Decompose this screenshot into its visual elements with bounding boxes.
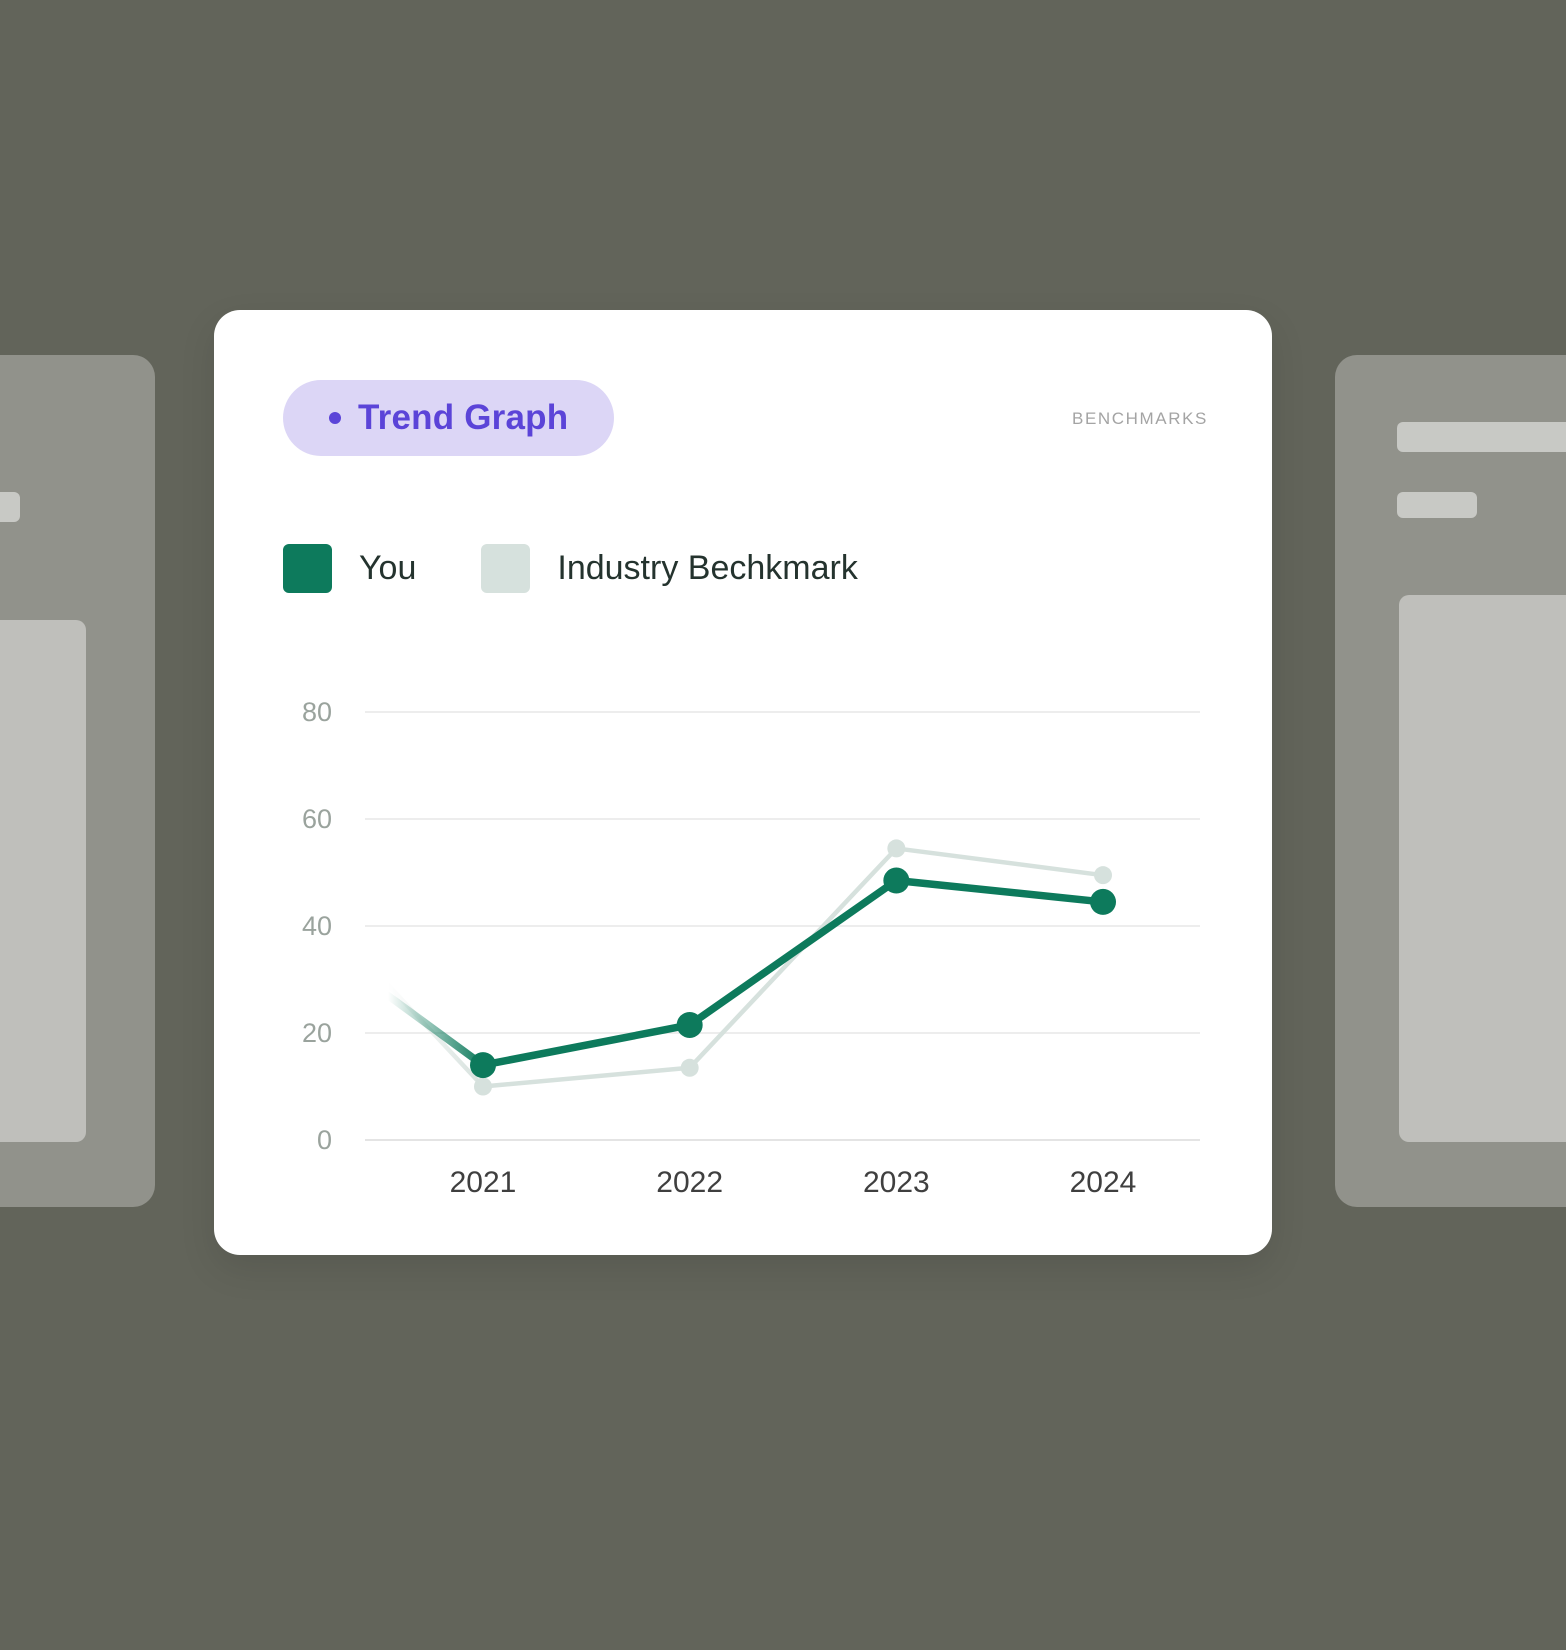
svg-text:2024: 2024 xyxy=(1070,1166,1137,1199)
trend-line-chart: 0 20 40 60 80 2021 2022 2023 2024 xyxy=(302,697,1200,1199)
legend-swatch-you xyxy=(283,544,332,593)
svg-text:2023: 2023 xyxy=(863,1166,930,1199)
legend-label-you: You xyxy=(359,549,417,587)
background-bar-left xyxy=(0,492,20,522)
svg-text:80: 80 xyxy=(302,697,332,727)
legend: You Industry Bechkmark xyxy=(283,544,858,593)
badge-label: Trend Graph xyxy=(358,398,569,437)
svg-text:40: 40 xyxy=(302,911,332,941)
background-block-left xyxy=(0,620,86,1142)
background-bar-right-small xyxy=(1397,492,1477,518)
chart-area: 0 20 40 60 80 2021 2022 2023 2024 xyxy=(214,680,1272,1240)
bullet-icon xyxy=(329,412,341,424)
legend-item-benchmark: Industry Bechkmark xyxy=(481,544,858,593)
legend-item-you: You xyxy=(283,544,416,593)
svg-text:2022: 2022 xyxy=(656,1166,723,1199)
legend-label-benchmark: Industry Bechkmark xyxy=(557,549,858,587)
trend-badge: Trend Graph xyxy=(283,380,615,456)
legend-swatch-benchmark xyxy=(481,544,531,593)
background-bar-right-top xyxy=(1397,422,1566,452)
svg-text:20: 20 xyxy=(302,1018,332,1048)
trend-graph-card: Trend Graph BENCHMARKS You Industry Bech… xyxy=(214,310,1272,1255)
background-card-left xyxy=(0,355,155,1207)
svg-text:60: 60 xyxy=(302,804,332,834)
benchmarks-label: BENCHMARKS xyxy=(1072,409,1208,428)
svg-text:0: 0 xyxy=(317,1125,332,1155)
svg-text:2021: 2021 xyxy=(450,1166,517,1199)
background-block-right xyxy=(1399,595,1566,1142)
